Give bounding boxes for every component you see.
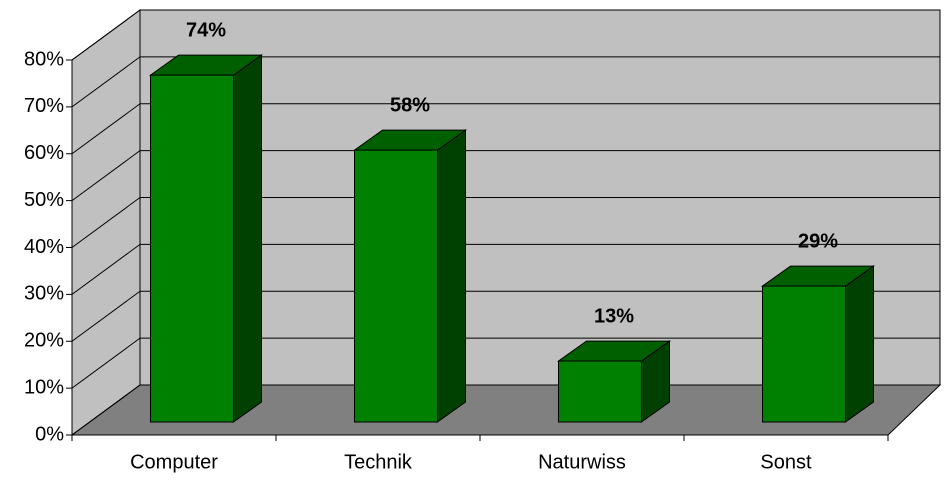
grid-line bbox=[71, 103, 141, 155]
value-label: 13% bbox=[594, 305, 634, 327]
y-tick-label: 80% bbox=[24, 48, 64, 70]
y-tick-label: 70% bbox=[24, 95, 64, 117]
grid-line bbox=[71, 9, 141, 61]
y-tick-label: 10% bbox=[24, 376, 64, 398]
value-label: 29% bbox=[798, 230, 838, 252]
bar bbox=[762, 285, 846, 423]
y-tick-label: 60% bbox=[24, 142, 64, 164]
y-tick-label: 20% bbox=[24, 330, 64, 352]
grid-line bbox=[71, 337, 141, 389]
grid-line bbox=[71, 56, 141, 108]
bar-side bbox=[437, 129, 466, 423]
grid-line bbox=[71, 384, 141, 436]
bar bbox=[354, 149, 438, 423]
bar-side bbox=[845, 265, 874, 423]
bar-side bbox=[233, 54, 262, 423]
y-tick-label: 40% bbox=[24, 236, 64, 258]
grid-line bbox=[71, 150, 141, 202]
grid-line bbox=[71, 243, 141, 295]
grid-line bbox=[71, 197, 141, 248]
x-tick-label: Sonst bbox=[760, 451, 812, 473]
y-tick-label: 50% bbox=[24, 189, 64, 211]
value-label: 74% bbox=[186, 19, 226, 41]
x-tick-label: Computer bbox=[130, 451, 218, 473]
bar bbox=[558, 360, 642, 423]
y-tick-label: 30% bbox=[24, 283, 64, 305]
grid-line bbox=[71, 290, 141, 342]
x-tick-label: Technik bbox=[344, 451, 413, 473]
x-tick-label: Naturwiss bbox=[538, 451, 626, 473]
value-label: 58% bbox=[390, 94, 430, 116]
y-tick-label: 0% bbox=[35, 423, 64, 445]
bar bbox=[150, 74, 234, 423]
